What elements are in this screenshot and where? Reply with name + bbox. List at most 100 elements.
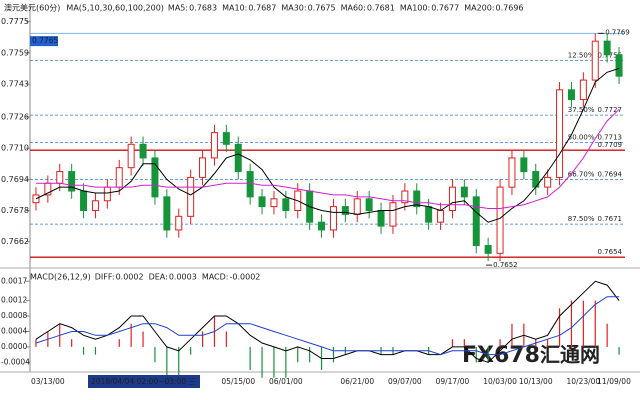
candle-body: [365, 198, 373, 211]
ma-line: [36, 108, 620, 209]
candle-body: [341, 206, 349, 215]
candle-body: [377, 209, 385, 227]
y-tick-label: 0.7710: [1, 144, 29, 153]
macd-y-tick-label: 0.0000: [1, 342, 27, 351]
level-price: 0.7755: [598, 52, 623, 60]
header-text: 0.7683: [189, 4, 217, 13]
candle-body: [484, 245, 492, 254]
tooltip-box: [88, 375, 200, 388]
candle-body: [544, 176, 552, 188]
header-text: 澳元美元: [4, 3, 36, 13]
y-tick-label: 0.7726: [1, 113, 29, 122]
candle-body: [151, 157, 159, 198]
candle-body: [175, 215, 183, 231]
macd-header: DEA:: [149, 273, 168, 282]
header-text: MA60:: [341, 4, 366, 13]
macd-y-tick-label: -0.0004: [1, 357, 30, 366]
candle-body: [329, 206, 337, 231]
x-tick-label: 06/01/00: [269, 377, 303, 386]
candle-body: [520, 157, 528, 173]
level-pct: 50.00%: [568, 133, 595, 141]
x-tick-label: 05/15/00: [221, 377, 255, 386]
macd-y-tick-label: 0.0008: [1, 311, 27, 320]
y-tick-label: 0.7678: [1, 206, 29, 215]
candle-body: [353, 198, 361, 215]
candle-body: [567, 89, 575, 101]
macd-header: 0.0002: [116, 273, 144, 282]
candle-body: [401, 190, 409, 204]
level-price: 0.7709: [598, 141, 623, 149]
low-marker-label: 0.7652: [493, 261, 518, 269]
watermark: FX678: [462, 343, 540, 368]
candle-body: [556, 89, 564, 178]
candle-body: [163, 196, 171, 231]
macd-y-tick-label: 0.0017: [1, 276, 27, 285]
header-text: MA5:: [168, 4, 188, 13]
candle-body: [615, 54, 623, 77]
candle-body: [32, 194, 40, 204]
y-tick-label: 0.7662: [1, 237, 29, 246]
candle-body: [187, 176, 195, 217]
header-text: 0.7696: [496, 4, 524, 13]
header-text: (60分): [36, 4, 60, 13]
candle-body: [246, 171, 254, 198]
x-tick-label: 09/07/00: [388, 377, 422, 386]
header-text: MA(5,10,30,60,100,200): [66, 4, 164, 13]
candle-body: [234, 143, 242, 173]
candle-body: [222, 132, 230, 145]
candle-body: [508, 157, 516, 188]
level-price: 0.7713: [598, 133, 623, 141]
header-text: MA100:: [400, 4, 430, 13]
candle-body: [103, 186, 111, 202]
y-tick-label: 0.7759: [1, 48, 29, 57]
header-text: MA30:: [281, 4, 306, 13]
level-pct: 87.50%: [568, 215, 595, 223]
header-text: 0.7677: [431, 4, 459, 13]
candle-body: [68, 171, 76, 192]
candle-body: [437, 209, 445, 223]
candle-body: [413, 190, 421, 208]
x-tick-label: 06/21/00: [340, 377, 374, 386]
header-text: 0.7681: [367, 4, 395, 13]
candle-body: [425, 206, 433, 223]
level-price: 0.7671: [598, 215, 623, 223]
y-tick-label: 0.7743: [1, 79, 29, 88]
level-pct: 37.50%: [568, 106, 595, 114]
candle-body: [56, 171, 64, 184]
y-tick-label: 0.7694: [1, 175, 29, 184]
macd-header: -0.0002: [230, 273, 261, 282]
candle-body: [282, 198, 290, 211]
candle-body: [199, 157, 207, 178]
macd-header: DIFF:: [95, 273, 115, 282]
x-tick-label: 03/13/00: [31, 377, 65, 386]
candle-body: [80, 190, 88, 211]
last-price: 0.7765: [32, 36, 58, 45]
candle-body: [603, 40, 611, 56]
candle-body: [270, 198, 278, 208]
macd-header: MACD:: [202, 273, 229, 282]
y-tick-label: 0.7775: [1, 17, 29, 26]
level-price: 0.7654: [598, 248, 623, 256]
level-price: 0.7694: [598, 170, 623, 178]
macd-header: MACD(26,12,9): [30, 273, 91, 282]
candle-body: [448, 186, 456, 211]
header-text: 0.7687: [248, 4, 276, 13]
candle-body: [318, 221, 326, 231]
candle-body: [591, 40, 599, 81]
x-tick-label: 09/17/00: [436, 377, 470, 386]
candle-body: [460, 186, 468, 198]
candle-body: [496, 186, 504, 254]
diff-line: [35, 280, 620, 363]
high-marker-label: 0.7769: [605, 28, 630, 36]
x-tick-label: 10/03/00: [483, 377, 517, 386]
candle-body: [579, 79, 587, 101]
candle-body: [139, 143, 147, 159]
level-price: 0.7727: [598, 106, 623, 114]
header-text: 0.7675: [308, 4, 336, 13]
header-text: MA200:: [464, 4, 494, 13]
level-pct: 12.50%: [568, 52, 595, 60]
candle-body: [210, 132, 218, 159]
candle-body: [91, 200, 99, 211]
macd-y-tick-label: 0.0012: [1, 296, 27, 305]
macd-y-tick-label: 0.0004: [1, 326, 27, 335]
